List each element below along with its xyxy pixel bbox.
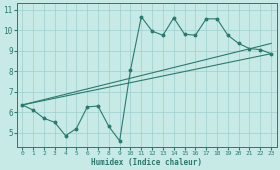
X-axis label: Humidex (Indice chaleur): Humidex (Indice chaleur): [91, 158, 202, 167]
